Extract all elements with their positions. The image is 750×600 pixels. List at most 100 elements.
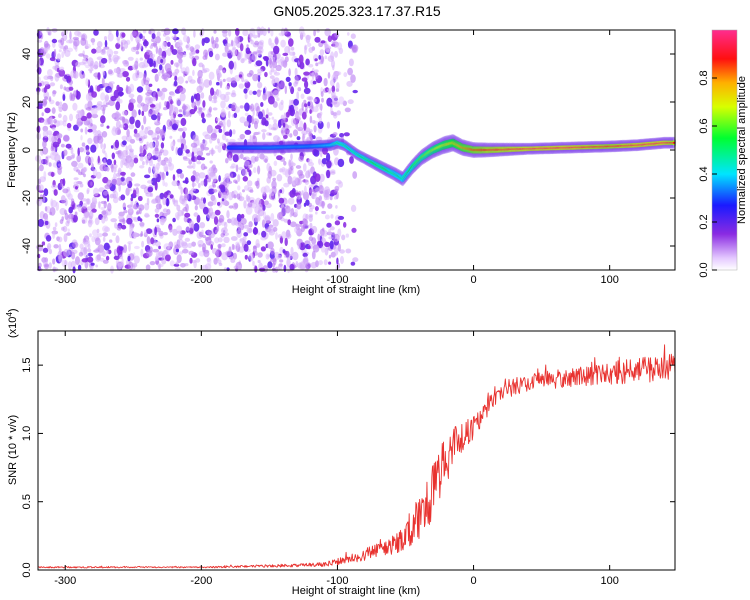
spectrogram-speckle <box>198 172 206 179</box>
spectrogram-speckle <box>122 60 125 65</box>
spectrogram-speckle <box>48 133 54 143</box>
spectrogram-speckle <box>84 155 91 164</box>
spectrogram-speckle <box>216 70 222 79</box>
spectrogram-speckle <box>220 111 227 118</box>
spectrogram-speckle <box>76 154 81 163</box>
spectrogram-speckle <box>88 210 94 220</box>
spectrogram-speckle <box>207 201 214 207</box>
spectrogram-speckle <box>273 69 278 74</box>
spectrogram-speckle <box>92 168 98 177</box>
spectrogram-speckle <box>182 180 189 184</box>
spectrogram-speckle <box>211 248 218 255</box>
spectrogram-speckle <box>50 171 55 178</box>
spectrogram-speckle <box>260 26 265 36</box>
spectrogram-speckle <box>69 31 72 40</box>
spectrogram-speckle <box>256 89 261 98</box>
spectrogram-speckle <box>161 171 165 181</box>
spectrogram-speckle <box>243 200 247 209</box>
spectrogram-speckle <box>123 209 128 214</box>
spectrogram-speckle <box>321 210 326 215</box>
spectrogram-speckle <box>228 154 231 161</box>
spectrogram-speckle <box>337 121 340 129</box>
spectrogram-speckle <box>347 67 353 76</box>
spectrogram-speckle <box>165 171 169 176</box>
spectrogram-speckle <box>122 140 127 146</box>
spectrogram-speckle <box>337 215 345 220</box>
spectrogram-speckle <box>113 255 120 260</box>
spectrogram-speckle <box>250 200 257 205</box>
spectrogram-speckle <box>299 261 306 270</box>
spectrogram-speckle <box>283 182 290 188</box>
spectrogram-speckle <box>324 28 332 37</box>
spectrogram-speckle <box>40 47 44 53</box>
spectrogram-speckle <box>328 90 332 94</box>
spectrogram-speckle <box>308 63 314 68</box>
colorbar-frame <box>711 29 738 271</box>
spectrogram-speckle <box>220 191 227 200</box>
spectrogram-speckle <box>81 142 86 147</box>
spectrogram-speckle <box>154 213 160 218</box>
spectrogram-speckle <box>100 92 106 101</box>
spectrogram-speckle <box>242 176 248 182</box>
spectrogram-speckle <box>177 138 181 143</box>
spectrogram-speckle <box>116 66 121 75</box>
spectrogram-speckle <box>190 142 198 148</box>
spectrogram-speckle <box>43 86 47 93</box>
spectrogram-speckle <box>313 29 316 37</box>
spectrogram-speckle <box>53 119 57 124</box>
spectrogram-speckle <box>235 38 238 45</box>
spectrogram-speckle <box>176 230 182 235</box>
spectrogram-speckle <box>253 167 257 174</box>
spectrogram-speckle <box>336 234 340 242</box>
spectrogram-speckle <box>134 60 139 70</box>
spectrogram-speckle <box>142 161 145 166</box>
spectrogram-speckle <box>328 261 332 265</box>
spectrogram-speckle <box>133 157 139 164</box>
spectrogram-speckle <box>137 216 141 222</box>
spectrogram-speckle <box>190 175 196 182</box>
spectrogram-speckle <box>239 133 246 140</box>
spectrogram-speckle <box>42 100 47 107</box>
spectrogram-speckle <box>79 147 84 153</box>
spectrogram-speckle <box>223 236 230 243</box>
spectrogram-speckle <box>120 194 126 201</box>
spectrogram-speckle <box>95 105 101 110</box>
spectrogram-speckle <box>106 193 110 202</box>
spectrogram-speckle <box>142 73 147 82</box>
spectrogram-speckle <box>83 246 88 255</box>
spectrogram-speckle <box>145 159 149 166</box>
spectrogram-speckle <box>43 188 49 197</box>
colorbar-gradient <box>712 30 737 270</box>
spectrogram-speckle <box>216 81 220 86</box>
spectrogram-speckle <box>161 41 168 50</box>
spectrogram-speckle <box>68 206 73 214</box>
spectrogram-speckle <box>139 145 143 153</box>
spectrogram-speckle <box>307 158 313 164</box>
spectrogram-speckle <box>222 52 228 57</box>
spectrogram-speckle <box>248 227 253 233</box>
spectrogram-speckle <box>131 109 137 118</box>
spectrogram-speckle <box>237 223 243 231</box>
spectrogram-speckle <box>155 203 162 210</box>
spectrogram-speckle <box>177 113 183 118</box>
spectrogram-speckle <box>287 264 291 274</box>
spectrogram-speckle <box>88 68 94 72</box>
spectrogram-speckle <box>127 241 133 245</box>
spectrogram-speckle <box>48 30 52 34</box>
spectrogram-speckle <box>207 257 212 266</box>
spectrogram-speckle <box>241 76 245 83</box>
spectrogram-speckle <box>168 163 175 171</box>
spectrogram-speckle <box>85 78 89 86</box>
spectrogram-speckle <box>147 186 154 193</box>
spectrogram-speckle <box>114 112 121 118</box>
spectrogram-speckle <box>282 249 286 254</box>
spectrogram-speckle <box>113 68 118 73</box>
spectrogram-speckle <box>66 122 72 129</box>
spectrogram-speckle <box>174 75 178 82</box>
spectrogram-speckle <box>94 130 99 136</box>
spectrogram-speckle <box>202 246 206 253</box>
spectrogram-speckle <box>45 156 49 166</box>
spectrogram-speckle <box>218 65 223 71</box>
spectrogram-speckle <box>283 264 287 272</box>
spectrogram-speckle <box>203 79 211 88</box>
